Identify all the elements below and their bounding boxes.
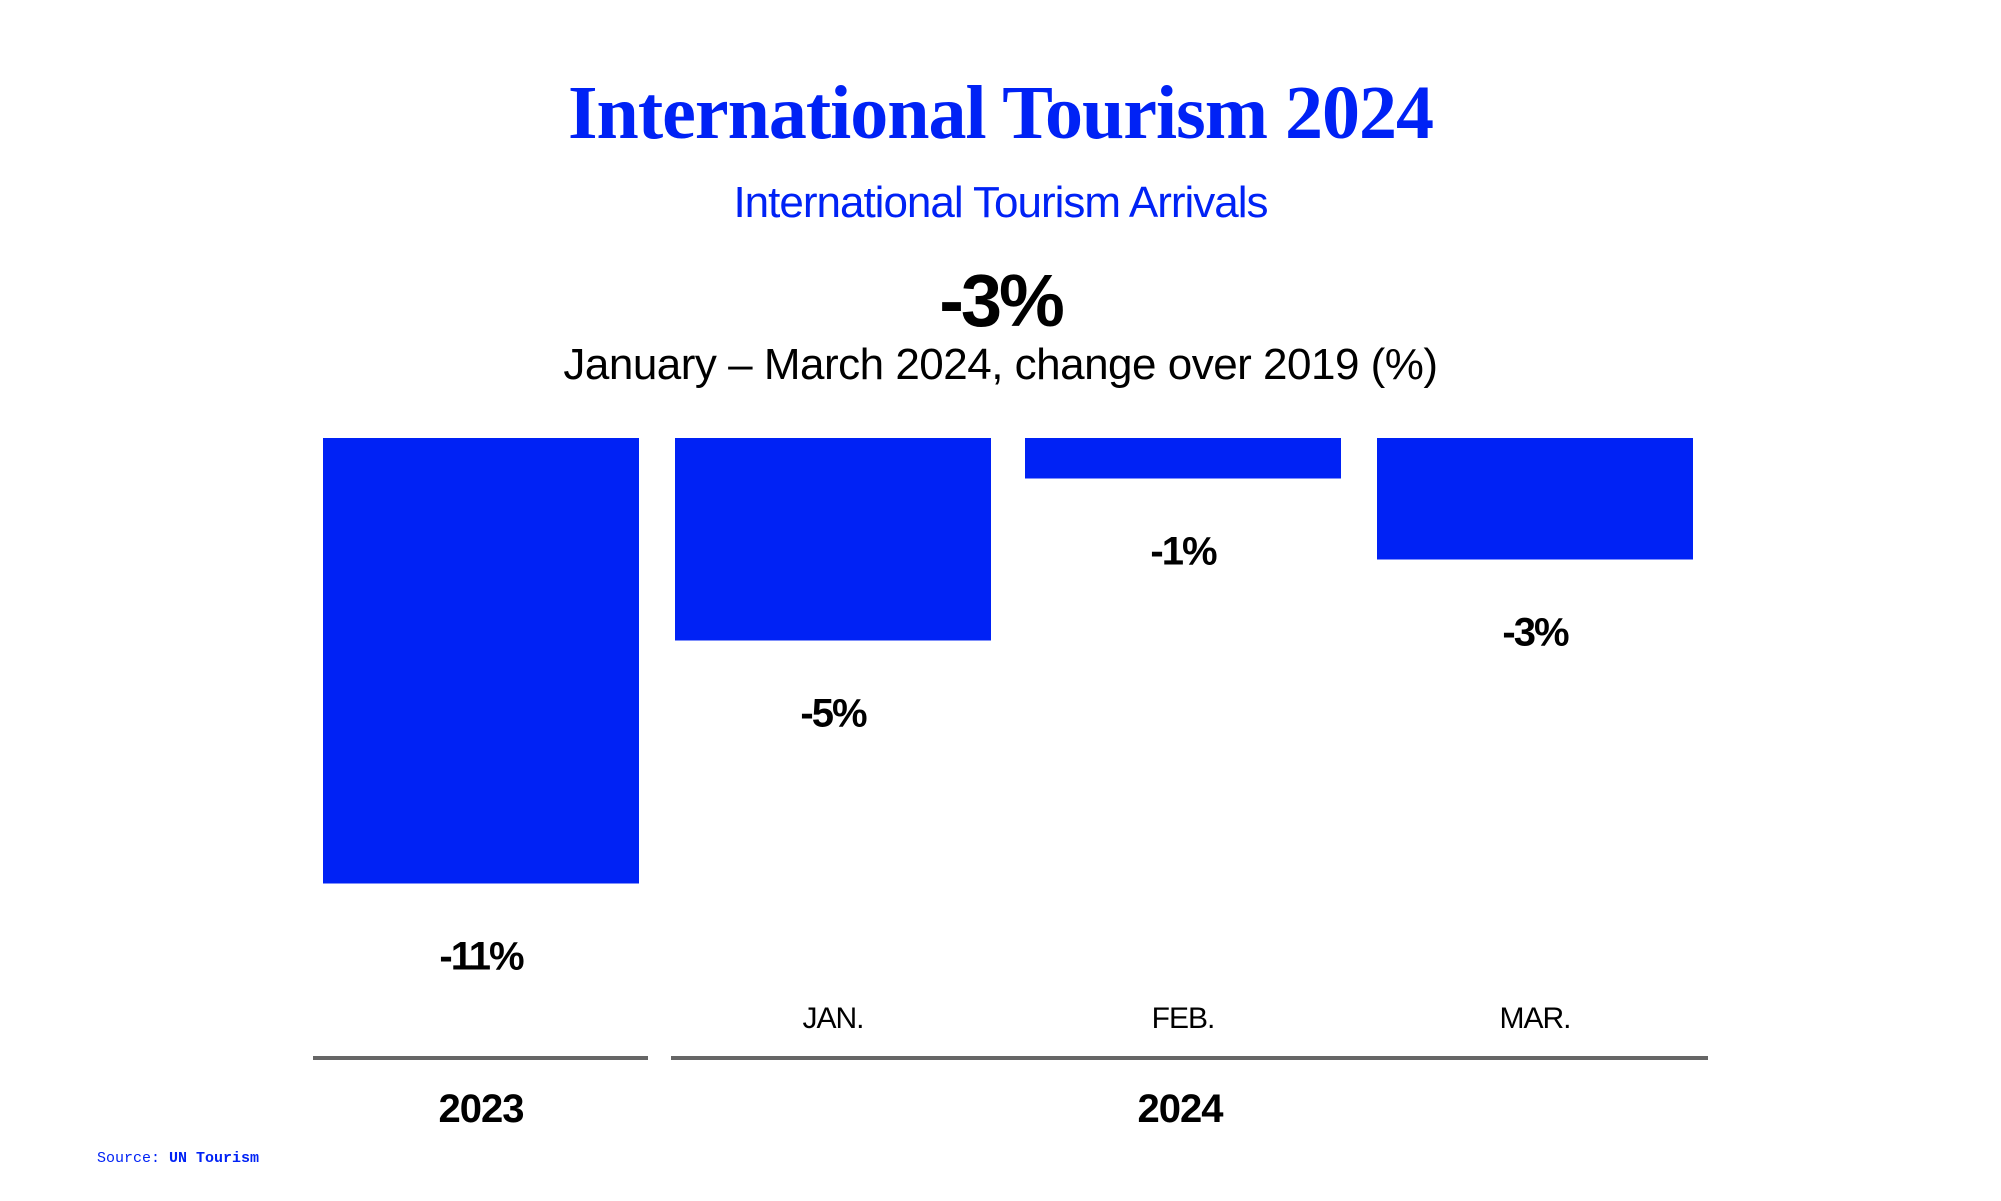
group-line	[313, 1056, 648, 1060]
data-label: -3%	[1502, 611, 1569, 655]
chart-title: International Tourism 2024	[567, 71, 1434, 155]
group-label: 2024	[1138, 1087, 1225, 1131]
category-label: FEB.	[1152, 1002, 1215, 1035]
data-label: -11%	[439, 935, 524, 979]
source-name: UN Tourism	[169, 1150, 260, 1167]
chart-subtitle: International Tourism Arrivals	[733, 178, 1268, 227]
headline-value: -3%	[939, 259, 1065, 342]
group-label: 2023	[439, 1087, 524, 1131]
category-label: JAN.	[802, 1002, 863, 1035]
bar-mar	[1377, 438, 1693, 560]
bar-feb	[1025, 438, 1341, 479]
headline-caption: January – March 2024, change over 2019 (…	[563, 340, 1438, 389]
data-label: -5%	[800, 692, 867, 736]
group-line	[671, 1056, 1708, 1060]
bar-jan	[675, 438, 991, 641]
data-label: -1%	[1150, 530, 1217, 574]
bar-2023	[323, 438, 639, 884]
source-label: Source:	[97, 1150, 161, 1167]
source-note: Source: UN Tourism	[97, 1150, 259, 1167]
category-label: MAR.	[1500, 1002, 1571, 1035]
